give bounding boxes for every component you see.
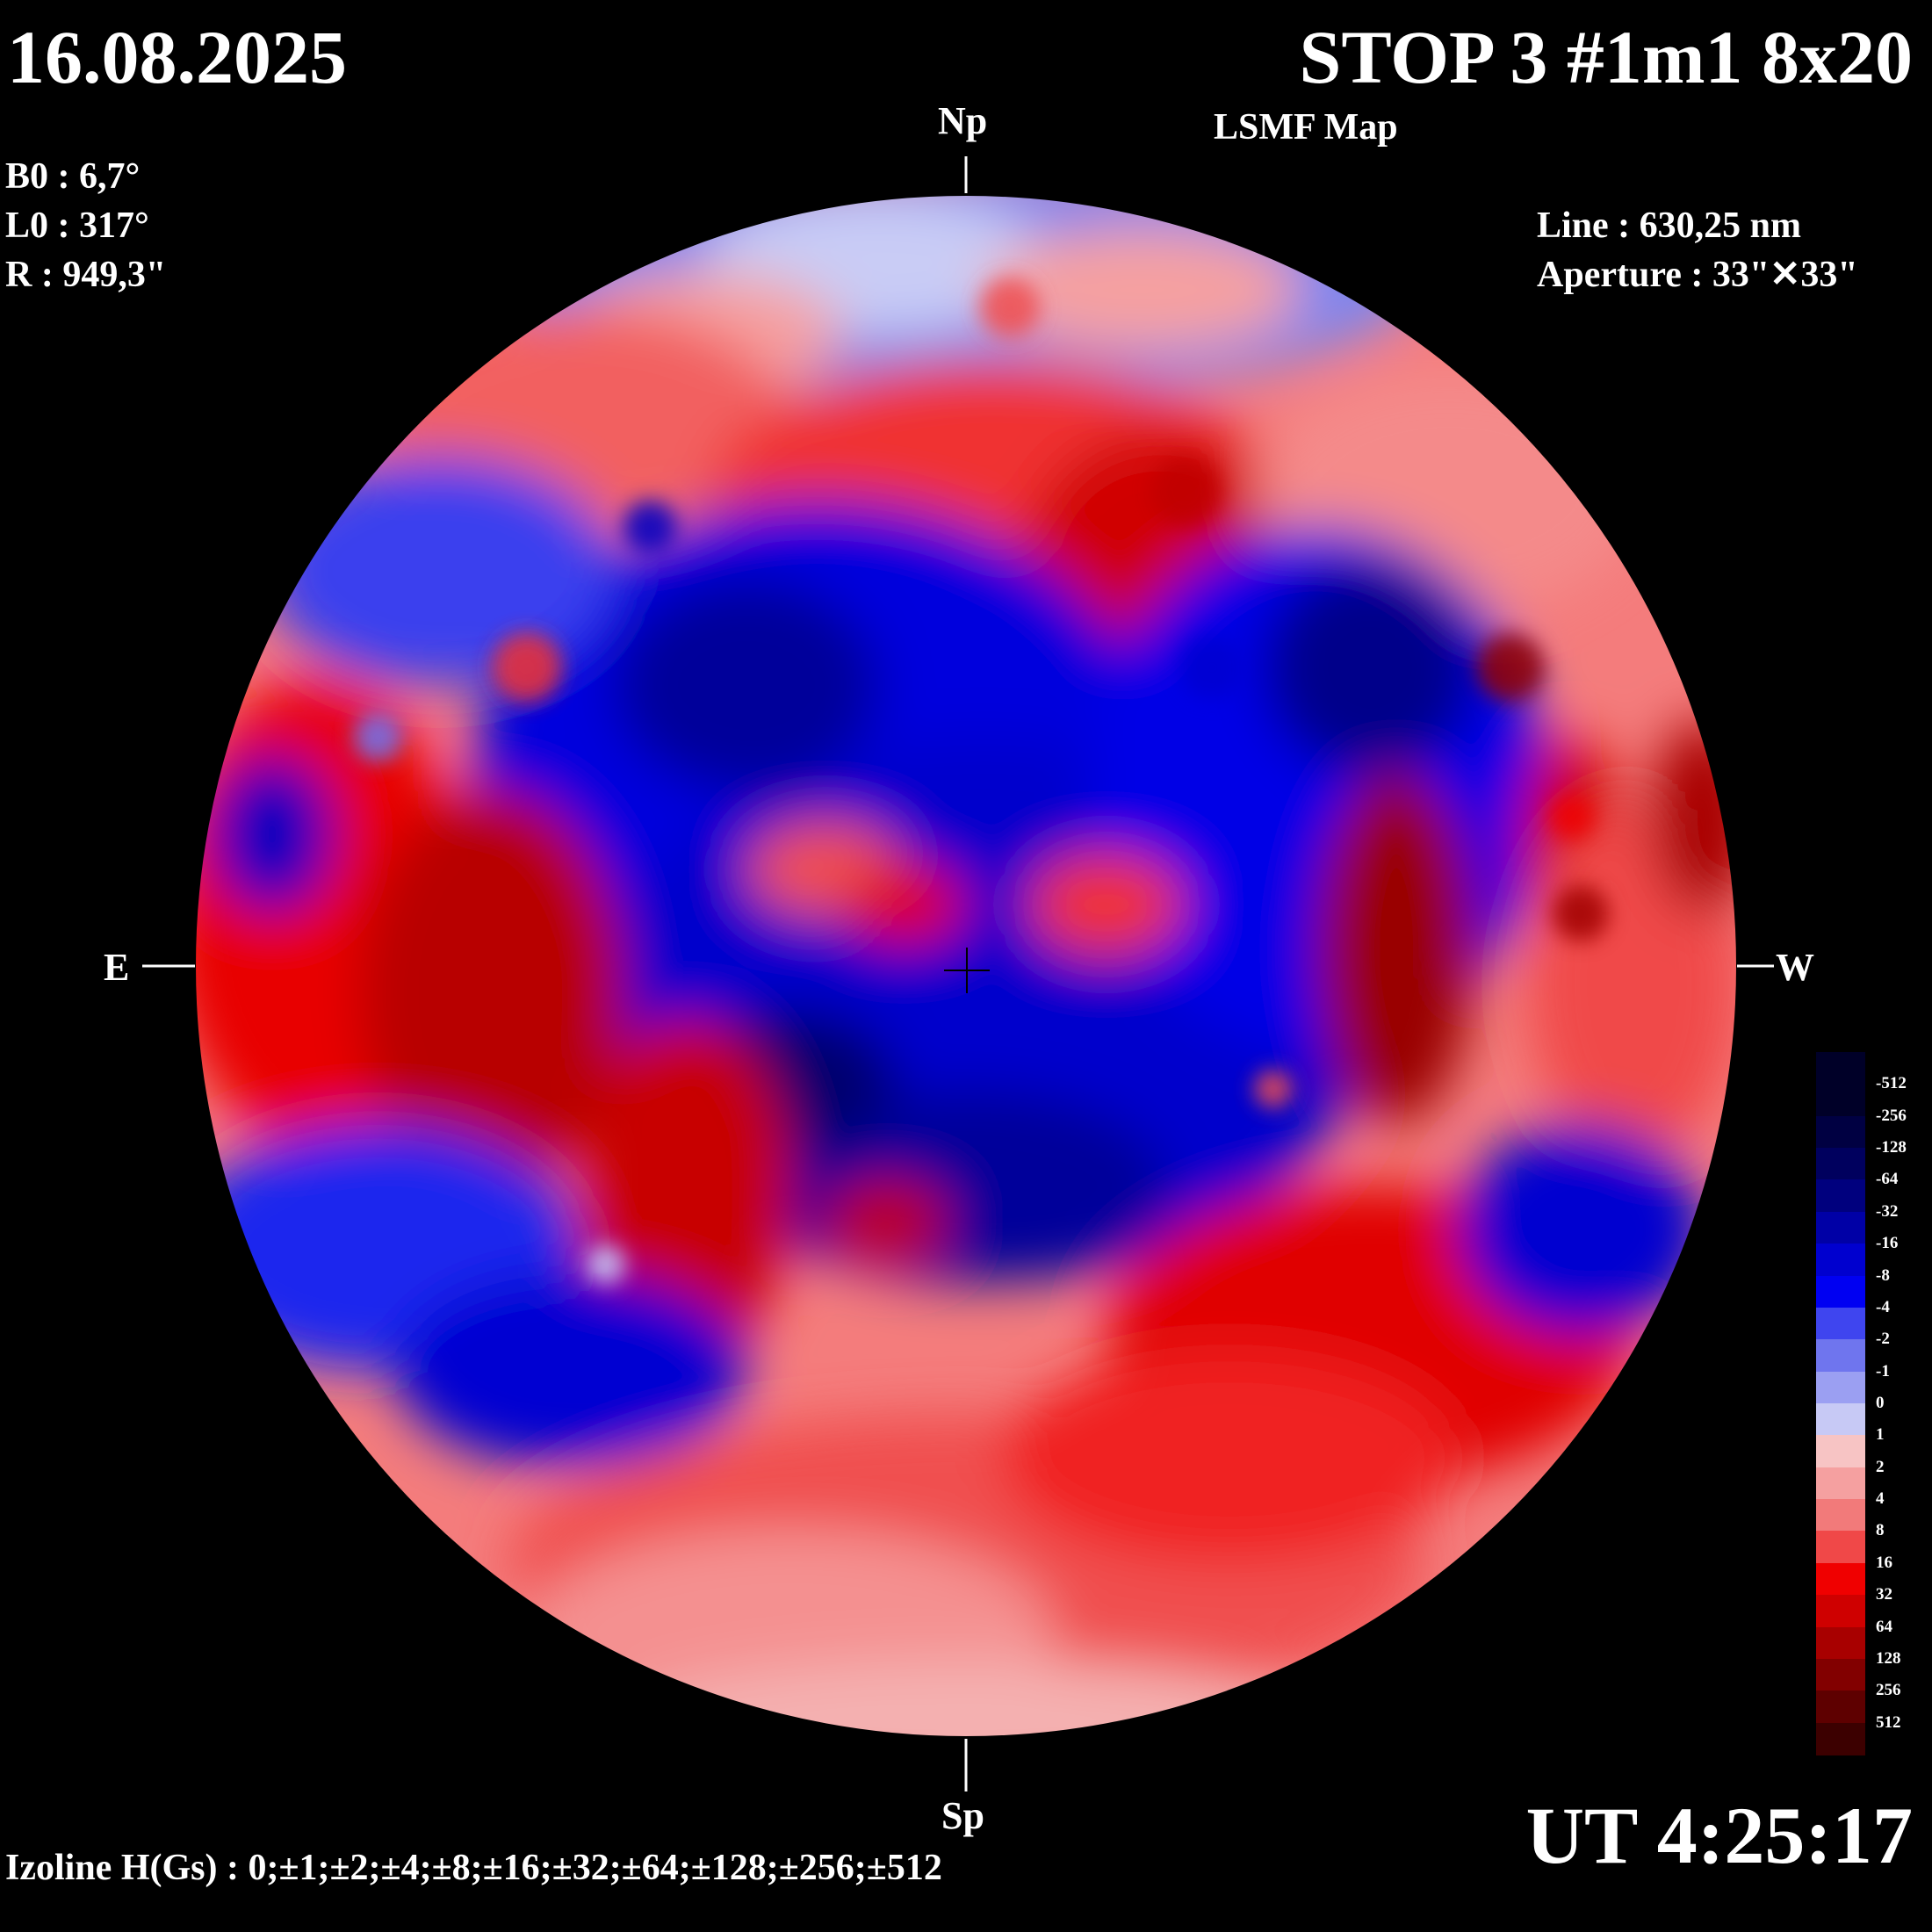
colorbar-segment — [1816, 1626, 1865, 1660]
colorbar-segment — [1816, 1244, 1865, 1277]
colorbar-label: 16 — [1876, 1553, 1892, 1572]
colorbar-segment — [1816, 1531, 1865, 1564]
colorbar-segment — [1816, 1435, 1865, 1468]
colorbar-label: -2 — [1876, 1330, 1890, 1349]
colorbar-label: 256 — [1876, 1681, 1901, 1700]
b0-parameter: B0 : 6,7° — [5, 156, 141, 197]
colorbar-label: 64 — [1876, 1617, 1892, 1636]
observation-date: 16.08.2025 — [7, 15, 347, 99]
colorbar-label: -1 — [1876, 1361, 1890, 1381]
colorbar-segment — [1816, 1052, 1865, 1085]
colorbar-label: 1 — [1876, 1425, 1885, 1445]
colorbar-label: 128 — [1876, 1648, 1901, 1668]
colorbar-segment — [1816, 1275, 1865, 1308]
colorbar-label: -4 — [1876, 1297, 1890, 1316]
colorbar-label: 8 — [1876, 1521, 1885, 1540]
colorbar-label: 0 — [1876, 1394, 1885, 1412]
colorbar-segment — [1816, 1403, 1865, 1437]
colorbar-segment — [1816, 1179, 1865, 1213]
colorbar-label: -32 — [1876, 1201, 1899, 1221]
disk-center-cross — [944, 948, 990, 993]
colorbar-label: 4 — [1876, 1489, 1885, 1509]
colorbar-segment — [1816, 1339, 1865, 1373]
colorbar-label: -256 — [1876, 1106, 1907, 1125]
colorbar-segment — [1816, 1084, 1865, 1117]
colorbar-label: -8 — [1876, 1265, 1890, 1285]
colorbar-label: 2 — [1876, 1457, 1885, 1476]
spectral-line-label: Line : 630,25 nm — [1537, 205, 1802, 246]
colorbar-label: 32 — [1876, 1585, 1892, 1604]
ut-time: UT 4:25:17 — [1525, 1791, 1913, 1880]
colorbar-segment — [1816, 1690, 1865, 1724]
colorbar-label: -64 — [1876, 1170, 1899, 1189]
magnetic-field-regions — [195, 195, 1737, 1737]
north-pole-label: Np — [938, 99, 988, 142]
east-label: E — [104, 946, 130, 989]
colorbar-label: -128 — [1876, 1138, 1907, 1157]
aperture-label: Aperture : 33"✕33" — [1537, 255, 1858, 295]
colorbar-segment — [1816, 1115, 1865, 1150]
map-type-label: LSMF Map — [1214, 107, 1398, 148]
colorbar-segment — [1816, 1211, 1865, 1245]
west-label: W — [1776, 946, 1814, 989]
colorbar-segment — [1816, 1722, 1865, 1755]
colorbar-segment — [1816, 1371, 1865, 1404]
station-title: STOP 3 #1m1 8x20 — [1299, 15, 1913, 99]
colorbar-segment — [1816, 1595, 1865, 1628]
radius-parameter: R : 949,3" — [5, 255, 167, 295]
colorbar-label: -16 — [1876, 1234, 1899, 1253]
colorbar — [1816, 1052, 1865, 1755]
colorbar-segment — [1816, 1148, 1865, 1181]
colorbar-label: 512 — [1876, 1712, 1901, 1732]
colorbar-segment — [1816, 1562, 1865, 1597]
colorbar-segment — [1816, 1658, 1865, 1692]
colorbar-segment — [1816, 1499, 1865, 1532]
izoline-legend: Izoline H(Gs) : 0;±1;±2;±4;±8;±16;±32;±6… — [5, 1848, 942, 1888]
south-pole-label: Sp — [941, 1794, 984, 1837]
colorbar-segment — [1816, 1307, 1865, 1341]
l0-parameter: L0 : 317° — [5, 205, 149, 246]
colorbar-segment — [1816, 1467, 1865, 1501]
colorbar-label: -512 — [1876, 1074, 1907, 1093]
